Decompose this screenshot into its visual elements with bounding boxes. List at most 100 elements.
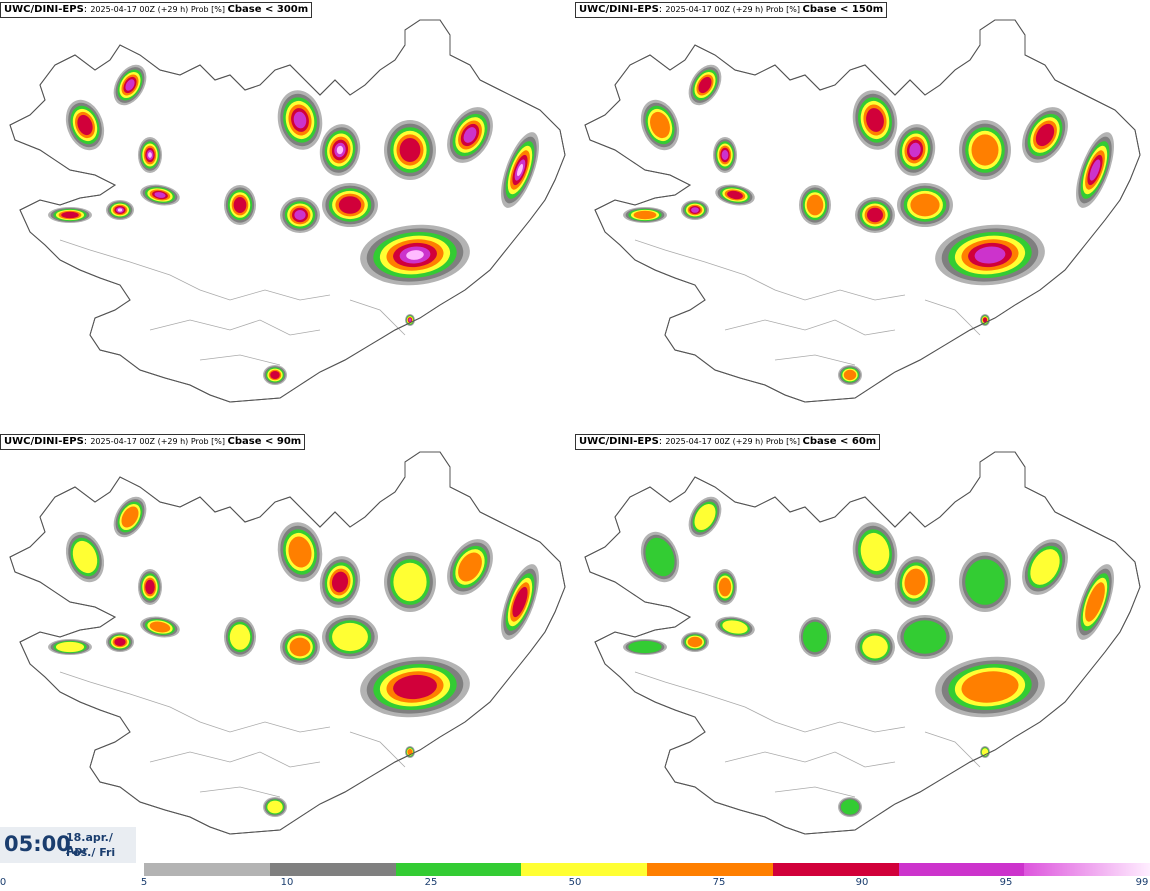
model-name: UWC/DINI-EPS [579, 436, 659, 447]
probability-area [121, 506, 139, 528]
terrain-contours [634, 239, 981, 366]
colorbar-bin [647, 863, 773, 876]
probability-area [721, 150, 729, 160]
probability-area [843, 369, 857, 381]
probability-area [718, 577, 732, 597]
probability-area [633, 210, 657, 220]
colorbar-tick-label: 50 [568, 877, 582, 888]
model-name: UWC/DINI-EPS [579, 4, 659, 15]
coastline-outline [584, 451, 1141, 835]
probability-area [971, 134, 999, 166]
panel-title: UWC/DINI-EPS: 2025-04-17 00Z (+29 h) Pro… [0, 2, 313, 18]
probability-area [233, 197, 247, 213]
probability-area [229, 624, 251, 650]
probability-area [270, 371, 280, 379]
probability-area [72, 540, 98, 574]
probability-area [154, 192, 166, 198]
field-label: Cbase < 300m [227, 4, 309, 15]
colorbar-tick-label: 75 [712, 877, 726, 888]
valid-date: 18.apr./ Apr [66, 831, 113, 857]
colorbar-bin [521, 863, 647, 876]
iceland-probability-map [584, 19, 1141, 403]
field-label: Cbase < 60m [802, 436, 877, 447]
colorbar-tick-label: 25 [424, 877, 438, 888]
iceland-probability-map [9, 451, 566, 835]
run-info: 2025-04-17 00Z (+29 h) Prob [%] [90, 437, 228, 446]
probability-area [149, 621, 171, 633]
probability-area [910, 193, 940, 217]
probability-area [909, 142, 921, 158]
terrain-contours [59, 671, 406, 798]
probability-area [332, 622, 368, 652]
probability-area [331, 571, 349, 593]
colorbar-tick-label: 95 [999, 877, 1013, 888]
map-panel-4: UWC/DINI-EPS: 2025-04-17 00Z (+29 h) Pro… [575, 432, 1150, 864]
probability-area [512, 586, 528, 618]
probability-area [965, 559, 1005, 605]
panel-title: UWC/DINI-EPS: 2025-04-17 00Z (+29 h) Pro… [0, 434, 306, 450]
colorbar-bin [269, 863, 396, 876]
map-panel-2: UWC/DINI-EPS: 2025-04-17 00Z (+29 h) Pro… [575, 0, 1150, 432]
colorbar-bin [1024, 863, 1150, 876]
probability-area [698, 76, 712, 94]
probability-area [148, 152, 152, 158]
probability-area [650, 111, 670, 139]
probability-area [1035, 123, 1055, 147]
map-panel-1: UWC/DINI-EPS: 2025-04-17 00Z (+29 h) Pro… [0, 0, 575, 432]
coastline-outline [584, 19, 1141, 403]
probability-area [393, 674, 437, 700]
probability-area [866, 108, 884, 132]
panel-title: UWC/DINI-EPS: 2025-04-17 00Z (+29 h) Pro… [575, 434, 881, 450]
probability-area [628, 640, 662, 654]
probability-area [867, 207, 883, 223]
colorbar-tick-label: 99 [1135, 877, 1149, 888]
map-panel-3: UWC/DINI-EPS: 2025-04-17 00Z (+29 h) Pro… [0, 432, 575, 864]
colorbar-bin [898, 863, 1025, 876]
run-info: 2025-04-17 00Z (+29 h) Prob [%] [665, 437, 803, 446]
probability-area [267, 800, 283, 814]
iceland-probability-map [9, 19, 566, 403]
probability-area [516, 163, 524, 177]
probability-area [1030, 549, 1060, 585]
probability-area [463, 127, 477, 143]
probability-area [904, 568, 926, 596]
probability-area [903, 620, 947, 654]
probability-area [293, 111, 307, 129]
probability-area [117, 208, 123, 212]
terrain-contours [59, 239, 406, 366]
probability-area [336, 145, 344, 155]
probability-area [691, 207, 699, 213]
probability-area [722, 620, 748, 634]
probability-area [862, 635, 888, 659]
run-info: 2025-04-17 00Z (+29 h) Prob [%] [90, 5, 228, 14]
valid-time-box: 05:00 18.apr./ Apr Fös./ Fri [0, 827, 136, 863]
probability-area [983, 317, 987, 323]
coastline-outline [9, 451, 566, 835]
colorbar-bin [144, 863, 270, 876]
probability-area [125, 79, 135, 91]
panel-title: UWC/DINI-EPS: 2025-04-17 00Z (+29 h) Pro… [575, 2, 888, 18]
valid-time: 05:00 [4, 832, 71, 856]
colorbar-bin [395, 863, 522, 876]
probability-area [961, 671, 1019, 703]
probability-area [802, 621, 828, 653]
valid-day: Fös./ Fri [66, 846, 116, 859]
colorbar-tick-label: 5 [140, 877, 148, 888]
probability-area [294, 210, 306, 220]
model-name: UWC/DINI-EPS [4, 436, 84, 447]
probability-area [399, 138, 421, 162]
probability-area [687, 636, 703, 648]
probability-area [77, 114, 93, 136]
probability-area [458, 552, 482, 582]
probability-area [55, 641, 85, 653]
probability-area [806, 194, 824, 216]
probability-area [338, 196, 362, 214]
probability-area [1085, 582, 1105, 622]
probability-area [289, 637, 311, 657]
probability-area [61, 211, 79, 219]
probability-area [1089, 159, 1101, 181]
probability-area [406, 250, 424, 260]
run-info: 2025-04-17 00Z (+29 h) Prob [%] [665, 5, 803, 14]
probability-area [860, 532, 890, 572]
probability-area [114, 638, 126, 646]
